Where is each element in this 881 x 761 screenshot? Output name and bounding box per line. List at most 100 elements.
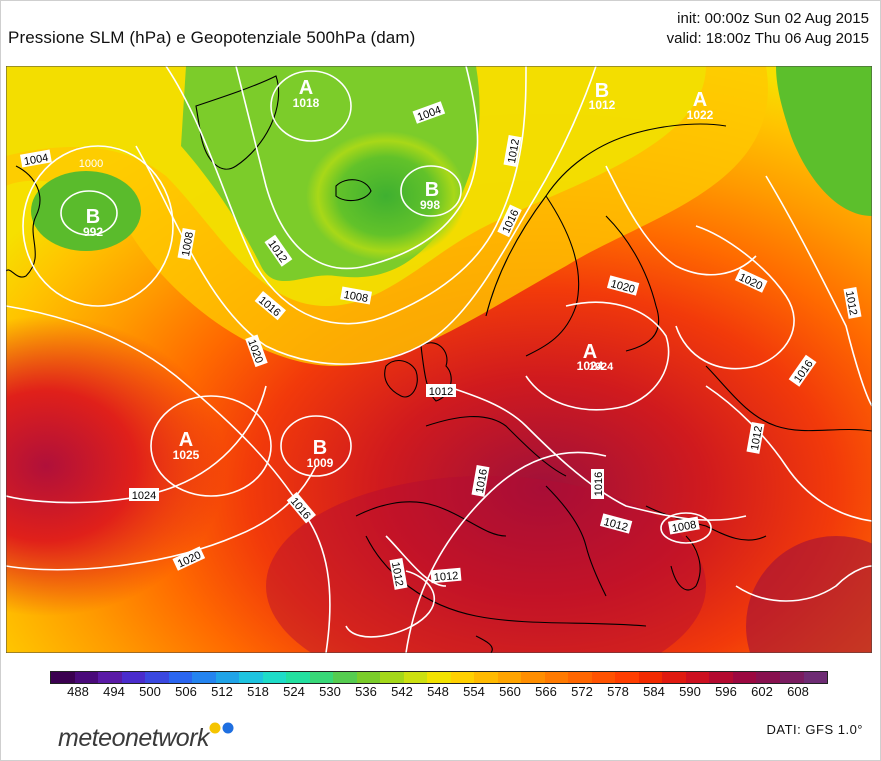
- map-title: Pressione SLM (hPa) e Geopotenziale 500h…: [8, 28, 416, 47]
- colorbar-swatch: [427, 672, 451, 683]
- atlantic-high-core: [6, 316, 226, 616]
- colorbar-swatch: [615, 672, 639, 683]
- isobar-label: 1016: [474, 468, 490, 494]
- colorbar-swatch: [497, 672, 522, 683]
- colorbar-tick-label: 536: [355, 684, 377, 699]
- colorbar-tick-label: 608: [787, 684, 809, 699]
- svg-text:998: 998: [420, 198, 440, 212]
- svg-text:1025: 1025: [173, 448, 200, 462]
- colorbar-tick-label: 542: [391, 684, 413, 699]
- colorbar-tick-label: 518: [247, 684, 269, 699]
- colorbar-tick-label: 512: [211, 684, 233, 699]
- colorbar-swatch: [51, 672, 75, 683]
- colorbar-swatch: [168, 672, 193, 683]
- colorbar-tick-label: 494: [103, 684, 125, 699]
- iceland-low-core: [306, 131, 466, 261]
- colorbar-tick-label: 548: [427, 684, 449, 699]
- colorbar-swatch: [803, 672, 828, 683]
- svg-text:A: A: [693, 89, 707, 111]
- svg-text:A: A: [583, 341, 597, 363]
- colorbar: [50, 671, 828, 684]
- colorbar-swatch: [215, 672, 240, 683]
- colorbar-swatch: [333, 672, 357, 683]
- colorbar-tick-label: 578: [607, 684, 629, 699]
- isobar-labels: 1004 1000 1008 1012 1004 1012 1016 1008 …: [20, 101, 862, 590]
- isobars: [6, 66, 872, 653]
- brand-name: meteonetwork: [58, 724, 210, 752]
- isobar-label: 1016: [593, 472, 605, 496]
- isobar-label: 1008: [671, 519, 697, 535]
- isobar-label: 1012: [389, 561, 405, 587]
- coastlines: [6, 75, 872, 653]
- colorbar-tick-label: 560: [499, 684, 521, 699]
- colorbar-swatch: [779, 672, 804, 683]
- data-source: DATI: GFS 1.0°: [766, 722, 863, 737]
- colorbar-swatch: [98, 672, 122, 683]
- colorbar-swatch: [309, 672, 334, 683]
- svg-text:1024: 1024: [577, 359, 604, 373]
- colorbar-swatch: [756, 672, 780, 683]
- isobar-label: 1008: [180, 231, 196, 257]
- colorbar-swatch: [474, 672, 498, 683]
- isobar-label: 1004: [23, 152, 49, 168]
- svg-text:B: B: [425, 179, 439, 201]
- colorbar-swatch: [685, 672, 710, 683]
- svg-text:A: A: [179, 429, 193, 451]
- northeast-trough: [776, 66, 872, 216]
- svg-text:A: A: [299, 77, 313, 99]
- colorbar-swatch: [450, 672, 475, 683]
- colorbar-tick-label: 488: [67, 684, 89, 699]
- colorbar-swatch: [192, 672, 216, 683]
- colorbar-swatch: [591, 672, 616, 683]
- colorbar-swatch: [145, 672, 169, 683]
- init-time: init: 00:00z Sun 02 Aug 2015: [677, 10, 869, 27]
- meteonetwork-logo: meteonetwork: [58, 722, 234, 753]
- colorbar-swatch: [239, 672, 263, 683]
- colorbar-swatch: [732, 672, 757, 683]
- colorbar-tick-label: 602: [751, 684, 773, 699]
- east-core: [746, 536, 872, 653]
- colorbar-swatch: [286, 672, 310, 683]
- colorbar-swatch: [521, 672, 545, 683]
- isobar-label: 1012: [429, 386, 453, 398]
- colorbar-tick-label: 572: [571, 684, 593, 699]
- svg-text:1018: 1018: [293, 96, 320, 110]
- isobar-label: 1000: [79, 158, 103, 170]
- isobar-label: 1008: [343, 289, 369, 305]
- weather-map: 1004 1000 1008 1012 1004 1012 1016 1008 …: [6, 66, 872, 653]
- colorbar-swatch: [356, 672, 381, 683]
- colorbar-tick-label: 500: [139, 684, 161, 699]
- isobar-label: 1024: [132, 490, 156, 502]
- svg-text:B: B: [86, 206, 100, 228]
- svg-text:1022: 1022: [687, 108, 714, 122]
- colorbar-tick-label: 596: [715, 684, 737, 699]
- isobar-label: 1012: [433, 570, 458, 584]
- isobar-label: 1012: [506, 138, 522, 164]
- colorbar-tick-label: 584: [643, 684, 665, 699]
- colorbar-swatch: [403, 672, 428, 683]
- svg-text:992: 992: [83, 225, 103, 239]
- colorbar-swatch: [380, 672, 404, 683]
- colorbar-tick-label: 566: [535, 684, 557, 699]
- colorbar-swatch: [638, 672, 663, 683]
- labrador-low-core: [31, 171, 141, 251]
- svg-text:B: B: [595, 80, 609, 102]
- colorbar-tick-label: 530: [319, 684, 341, 699]
- isobar-label: 1024: [589, 361, 614, 373]
- colorbar-swatch: [568, 672, 592, 683]
- svg-text:1009: 1009: [307, 456, 334, 470]
- brand-dots-icon: [209, 722, 234, 734]
- run-info: init: 00:00z Sun 02 Aug 2015 valid: 18:0…: [667, 9, 869, 49]
- valid-time: valid: 18:00z Thu 06 Aug 2015: [666, 30, 869, 47]
- colorbar-swatch: [262, 672, 287, 683]
- colorbar-swatch: [121, 672, 146, 683]
- colorbar-swatch: [74, 672, 99, 683]
